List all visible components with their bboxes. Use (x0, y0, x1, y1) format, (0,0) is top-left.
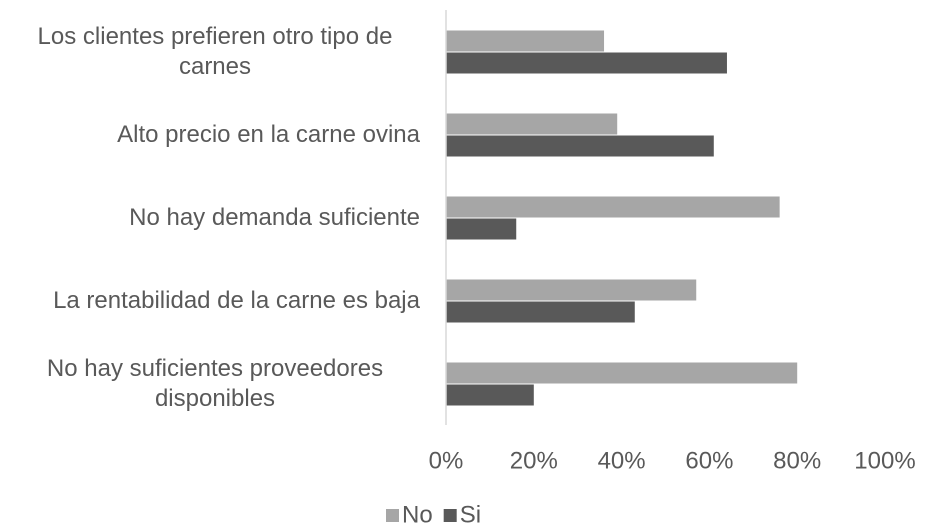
x-tick-label: 20% (510, 447, 558, 474)
x-tick-label: 100% (854, 447, 915, 474)
bar (446, 113, 618, 135)
y-tick-label: Los clientes prefieren otro tipo de carn… (37, 22, 393, 80)
x-tick-label: 40% (598, 447, 646, 474)
bar (446, 384, 534, 406)
y-tick-label: No hay demanda suficiente (129, 203, 420, 231)
legend-label: No (402, 501, 433, 527)
bar (446, 196, 780, 218)
legend-swatch (386, 509, 399, 522)
y-tick-label: Alto precio en la carne ovina (117, 120, 420, 148)
bar (446, 362, 798, 384)
bar (446, 301, 635, 323)
bar (446, 30, 605, 52)
bar (446, 135, 714, 157)
x-tick-label: 0% (429, 447, 464, 474)
legend-label: Si (460, 501, 481, 527)
bar (446, 279, 697, 301)
legend-swatch (443, 509, 457, 522)
x-tick-label: 60% (685, 447, 733, 474)
y-tick-label: La rentabilidad de la carne es baja (53, 286, 420, 314)
bar (446, 52, 727, 74)
y-tick-label: No hay suficientes proveedores disponibl… (46, 354, 384, 412)
x-tick-label: 80% (773, 447, 821, 474)
bar (446, 218, 517, 240)
